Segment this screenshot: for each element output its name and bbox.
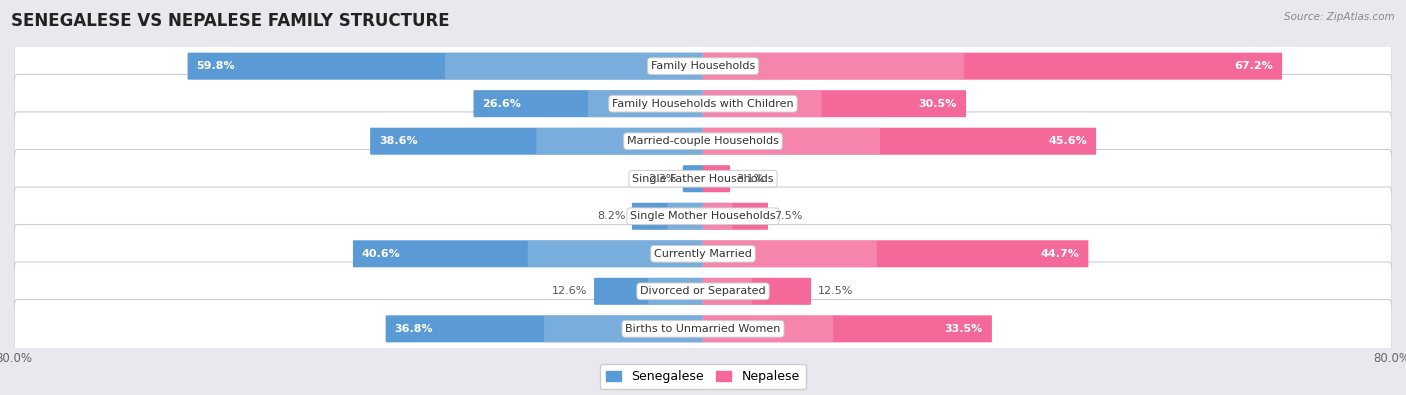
Text: SENEGALESE VS NEPALESE FAMILY STRUCTURE: SENEGALESE VS NEPALESE FAMILY STRUCTURE [11, 12, 450, 30]
FancyBboxPatch shape [703, 203, 733, 230]
FancyBboxPatch shape [703, 278, 752, 305]
FancyBboxPatch shape [370, 128, 703, 155]
FancyBboxPatch shape [527, 240, 703, 267]
Text: 38.6%: 38.6% [380, 136, 418, 146]
Text: 44.7%: 44.7% [1040, 249, 1080, 259]
FancyBboxPatch shape [703, 53, 965, 80]
FancyBboxPatch shape [14, 74, 1392, 133]
Text: 67.2%: 67.2% [1234, 61, 1272, 71]
Text: 30.5%: 30.5% [918, 99, 957, 109]
FancyBboxPatch shape [703, 128, 880, 155]
FancyBboxPatch shape [703, 128, 1097, 155]
FancyBboxPatch shape [474, 90, 703, 117]
Text: 12.6%: 12.6% [553, 286, 588, 296]
FancyBboxPatch shape [14, 149, 1392, 208]
FancyBboxPatch shape [14, 262, 1392, 321]
Text: Currently Married: Currently Married [654, 249, 752, 259]
FancyBboxPatch shape [703, 165, 730, 192]
FancyBboxPatch shape [14, 224, 1392, 283]
FancyBboxPatch shape [588, 90, 703, 117]
Text: 33.5%: 33.5% [945, 324, 983, 334]
Text: Family Households with Children: Family Households with Children [612, 99, 794, 109]
Text: 45.6%: 45.6% [1049, 136, 1087, 146]
Text: Births to Unmarried Women: Births to Unmarried Women [626, 324, 780, 334]
Text: 40.6%: 40.6% [361, 249, 401, 259]
Text: 59.8%: 59.8% [197, 61, 235, 71]
FancyBboxPatch shape [353, 240, 703, 267]
Text: Divorced or Separated: Divorced or Separated [640, 286, 766, 296]
Text: Single Mother Households: Single Mother Households [630, 211, 776, 221]
FancyBboxPatch shape [187, 53, 703, 80]
Text: Family Households: Family Households [651, 61, 755, 71]
FancyBboxPatch shape [703, 240, 877, 267]
FancyBboxPatch shape [703, 90, 821, 117]
FancyBboxPatch shape [14, 37, 1392, 96]
Text: Single Father Households: Single Father Households [633, 174, 773, 184]
FancyBboxPatch shape [703, 203, 768, 230]
FancyBboxPatch shape [446, 53, 703, 80]
FancyBboxPatch shape [544, 315, 703, 342]
FancyBboxPatch shape [703, 53, 1282, 80]
Text: 3.1%: 3.1% [737, 174, 765, 184]
FancyBboxPatch shape [703, 278, 811, 305]
FancyBboxPatch shape [14, 112, 1392, 171]
FancyBboxPatch shape [668, 203, 703, 230]
FancyBboxPatch shape [14, 299, 1392, 358]
Text: 12.5%: 12.5% [817, 286, 853, 296]
Text: 2.3%: 2.3% [648, 174, 676, 184]
FancyBboxPatch shape [648, 278, 703, 305]
Text: Source: ZipAtlas.com: Source: ZipAtlas.com [1284, 12, 1395, 22]
Legend: Senegalese, Nepalese: Senegalese, Nepalese [600, 364, 806, 389]
FancyBboxPatch shape [536, 128, 703, 155]
FancyBboxPatch shape [703, 240, 1088, 267]
FancyBboxPatch shape [595, 278, 703, 305]
FancyBboxPatch shape [703, 315, 834, 342]
FancyBboxPatch shape [385, 315, 703, 342]
Text: 7.5%: 7.5% [775, 211, 803, 221]
FancyBboxPatch shape [631, 203, 703, 230]
Text: 26.6%: 26.6% [482, 99, 522, 109]
FancyBboxPatch shape [683, 165, 703, 192]
Text: Married-couple Households: Married-couple Households [627, 136, 779, 146]
FancyBboxPatch shape [703, 90, 966, 117]
FancyBboxPatch shape [703, 315, 991, 342]
Text: 8.2%: 8.2% [598, 211, 626, 221]
Text: 36.8%: 36.8% [395, 324, 433, 334]
FancyBboxPatch shape [14, 187, 1392, 246]
